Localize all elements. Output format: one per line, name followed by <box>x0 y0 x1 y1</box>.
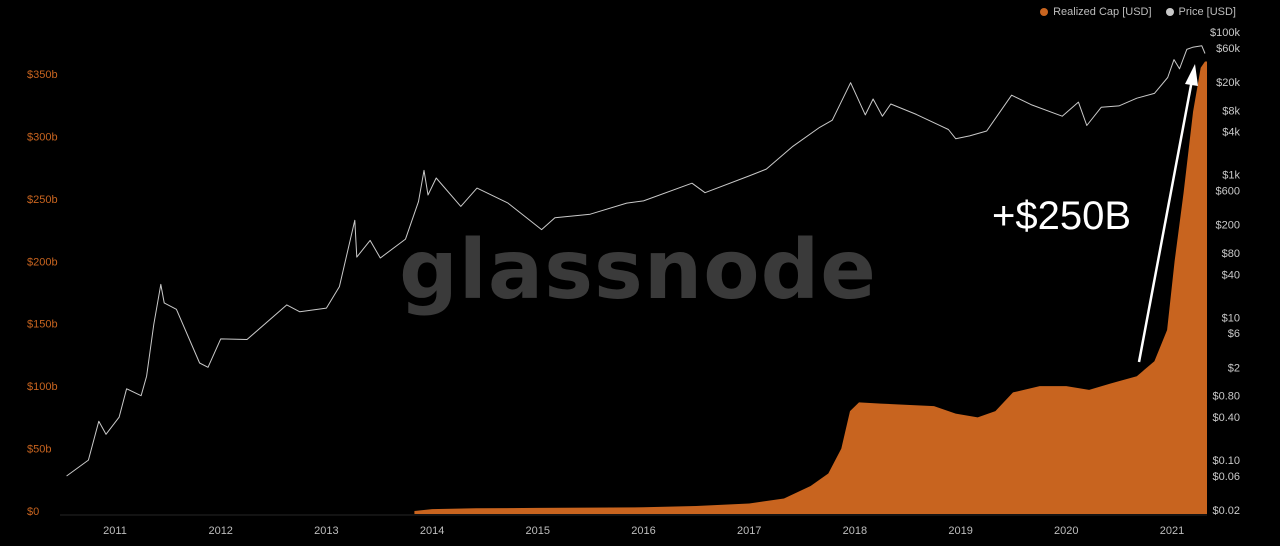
right-axis-tick-label: $10 <box>1222 312 1240 324</box>
x-axis-tick-label: 2014 <box>420 525 444 537</box>
right-axis-tick-label: $0.02 <box>1212 505 1240 517</box>
left-axis-tick-label: $200b <box>27 256 58 268</box>
x-axis-tick-label: 2018 <box>843 525 867 537</box>
legend-label-realized-cap: Realized Cap [USD] <box>1053 6 1152 18</box>
x-axis-tick-label: 2013 <box>314 525 338 537</box>
left-axis-tick-label: $0 <box>27 506 39 518</box>
left-axis: $0 $50b $100b $150b $200b $250b $300b $350b <box>27 69 58 518</box>
x-axis-tick-label: 2017 <box>737 525 761 537</box>
realized-cap-layer <box>414 61 1207 514</box>
legend-item-realized-cap[interactable]: Realized Cap [USD] <box>1040 6 1152 18</box>
right-axis-tick-label: $2 <box>1228 362 1240 374</box>
right-axis-tick-label: $8k <box>1222 105 1240 117</box>
x-axis-tick-label: 2020 <box>1054 525 1078 537</box>
right-axis-tick-label: $0.80 <box>1212 391 1240 403</box>
price-line <box>66 45 1206 477</box>
annotation-label: +$250B <box>992 194 1131 238</box>
legend-dot-icon <box>1040 8 1049 16</box>
right-axis-tick-label: $4k <box>1222 127 1240 139</box>
right-axis-tick-label: $100k <box>1210 27 1240 39</box>
right-axis: $100k $60k $20k $8k $4k $1k $600 $200 $80 $40 $10 $… <box>1210 27 1240 517</box>
right-axis-tick-label: $40 <box>1222 269 1240 281</box>
legend-item-price[interactable]: Price [USD] <box>1165 6 1236 18</box>
left-axis-tick-label: $150b <box>27 319 58 331</box>
right-axis-tick-label: $0.10 <box>1212 455 1240 467</box>
right-axis-tick-label: $80 <box>1222 248 1240 260</box>
legend-label-price: Price [USD] <box>1178 6 1236 18</box>
watermark: glassnode <box>399 223 877 318</box>
annotation-arrow <box>1137 79 1194 363</box>
left-axis-tick-label: $100b <box>27 381 58 393</box>
left-axis-tick-label: $300b <box>27 131 58 143</box>
x-axis-tick-label: 2021 <box>1160 525 1184 537</box>
x-axis-tick-label: 2016 <box>631 525 655 537</box>
right-axis-tick-label: $0.06 <box>1212 471 1240 483</box>
annotation-layer: +$250B <box>992 64 1198 363</box>
x-axis-tick-label: 2015 <box>526 525 550 537</box>
x-axis-tick-label: 2019 <box>948 525 972 537</box>
right-axis-tick-label: $1k <box>1222 170 1240 182</box>
x-axis-tick-label: 2012 <box>208 525 232 537</box>
realized-cap-area <box>414 61 1207 514</box>
right-axis-tick-label: $600 <box>1216 186 1240 198</box>
legend: Realized Cap [USD] Price [USD] <box>1040 6 1236 18</box>
right-axis-tick-label: $60k <box>1216 43 1240 55</box>
right-axis-tick-label: $0.40 <box>1212 412 1240 424</box>
left-axis-tick-label: $350b <box>27 69 58 81</box>
right-axis-tick-label: $200 <box>1216 220 1240 232</box>
left-axis-tick-label: $50b <box>27 444 51 456</box>
price-layer <box>66 45 1206 477</box>
right-axis-tick-label: $20k <box>1216 77 1240 89</box>
legend-dot-icon <box>1165 8 1174 16</box>
right-axis-tick-label: $6 <box>1228 328 1240 340</box>
left-axis-tick-label: $250b <box>27 194 58 206</box>
annotation-arrowhead <box>1185 64 1198 86</box>
x-axis-tick-label: 2011 <box>103 525 127 537</box>
x-axis: 2011 2012 2013 2014 2015 2016 2017 2018 2019 2020… <box>60 514 1207 537</box>
